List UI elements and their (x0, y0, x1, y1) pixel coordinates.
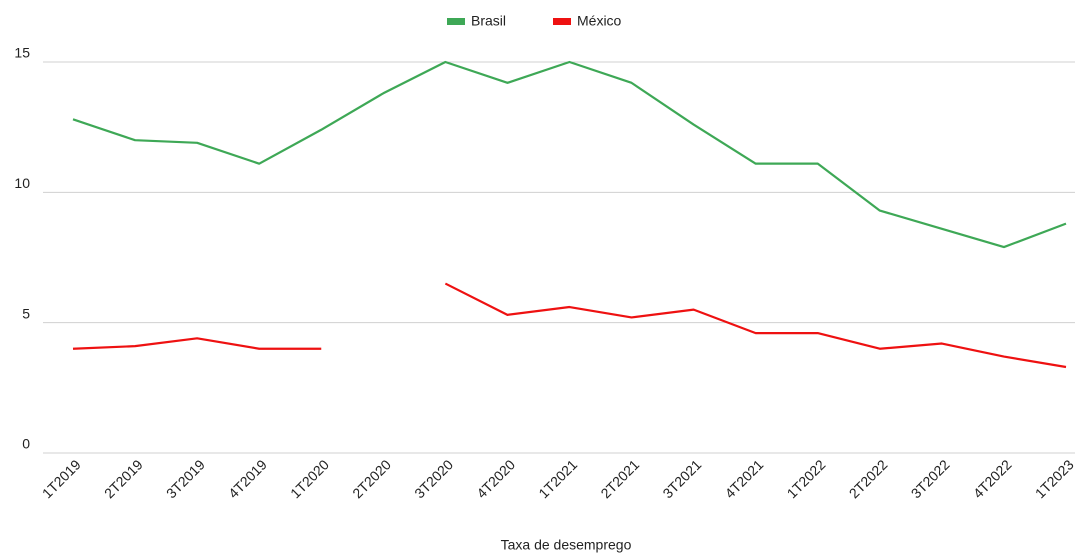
y-tick-label: 10 (14, 175, 30, 191)
x-tick-label: 1T2021 (535, 456, 580, 501)
series-line (72, 282, 1067, 369)
y-tick-label: 5 (22, 305, 30, 321)
y-tick-label: 15 (14, 45, 30, 61)
x-tick-label: 1T2020 (287, 456, 332, 501)
x-tick-label: 4T2019 (225, 456, 270, 501)
legend-label: Brasil (471, 13, 506, 29)
legend-swatch (447, 18, 465, 25)
x-tick-label: 4T2021 (722, 456, 767, 501)
x-tick-label: 3T2020 (411, 456, 456, 501)
x-tick-label: 4T2022 (970, 456, 1015, 501)
x-tick-label: 1T2022 (784, 456, 829, 501)
x-tick-label: 3T2021 (659, 456, 704, 501)
x-tick-label: 2T2021 (597, 456, 642, 501)
y-tick-label: 0 (22, 436, 30, 452)
x-tick-label: 1T2019 (39, 456, 84, 501)
x-tick-label: 3T2022 (908, 456, 953, 501)
x-tick-label: 4T2020 (473, 456, 518, 501)
legend-swatch (553, 18, 571, 25)
x-axis-title: Taxa de desemprego (501, 537, 632, 553)
x-tick-label: 3T2019 (163, 456, 208, 501)
series-line (72, 60, 1067, 249)
x-tick-label: 2T2022 (846, 456, 891, 501)
x-tick-label: 1T2023 (1032, 456, 1077, 501)
legend-label: México (577, 13, 622, 29)
x-tick-label: 2T2020 (349, 456, 394, 501)
x-tick-label: 2T2019 (101, 456, 146, 501)
